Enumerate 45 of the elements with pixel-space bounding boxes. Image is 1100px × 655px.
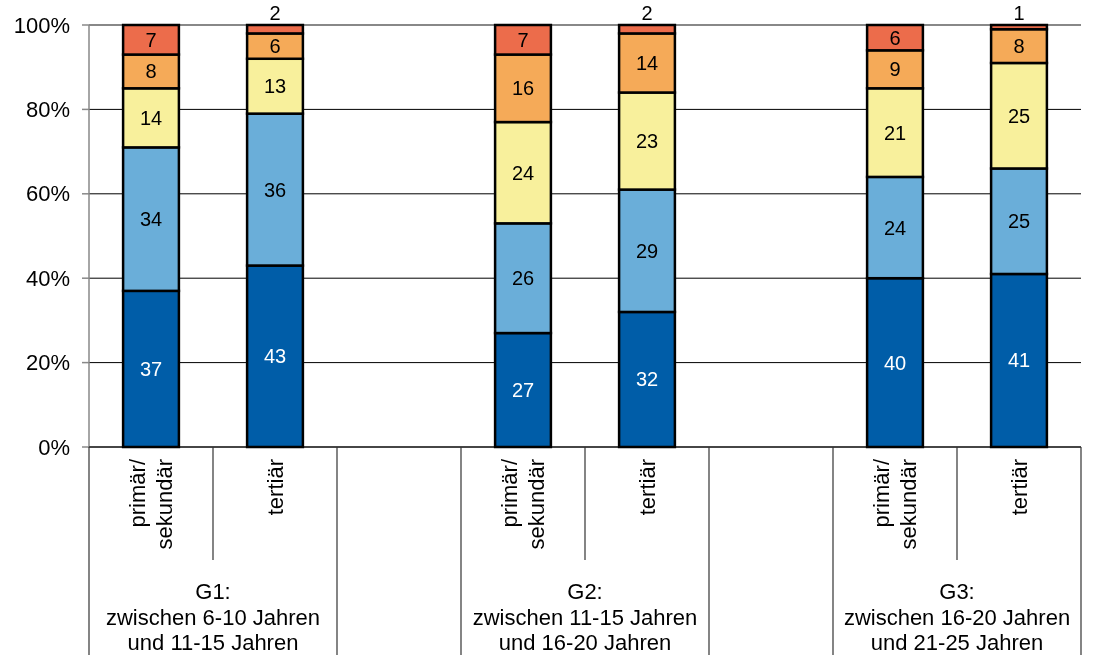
data-label: 7 (145, 28, 157, 51)
x-tick-label: tertiär (262, 459, 288, 516)
data-label: 29 (635, 239, 659, 262)
data-label: 8 (1013, 35, 1025, 58)
y-tick-label: 20% (25, 350, 70, 376)
data-label: 40 (883, 351, 907, 374)
data-label: 16 (511, 77, 535, 100)
x-tick-label: tertiär (1006, 459, 1032, 516)
data-label: 23 (635, 130, 659, 153)
text: G2: zwischen 11-15 Jahren und 16-20 Jahren (472, 579, 698, 655)
data-label: 32 (635, 368, 659, 391)
data-label: 14 (635, 51, 659, 74)
data-label: 34 (139, 208, 163, 231)
data-label: 6 (269, 35, 281, 58)
data-label: 21 (883, 121, 907, 144)
text: G3: zwischen 16-20 Jahren und 21-25 Jahren (843, 579, 1071, 655)
y-tick-label: 40% (25, 265, 70, 291)
data-label: 14 (139, 106, 163, 129)
data-label: 26 (511, 267, 535, 290)
data-label: 13 (263, 75, 287, 98)
y-tick-label: 100% (13, 12, 70, 38)
data-label: 9 (889, 58, 901, 81)
y-tick-label: 60% (25, 181, 70, 207)
data-label: 2 (641, 2, 653, 24)
x-tick-label: primär/ sekundär (497, 458, 550, 550)
data-label: 7 (517, 28, 529, 51)
data-label: 6 (889, 26, 901, 49)
data-label: 25 (1007, 210, 1031, 233)
data-label: 1 (1013, 2, 1025, 24)
x-tick-label: primär/ sekundär (869, 458, 922, 550)
data-label: 2 (269, 2, 281, 24)
data-label: 24 (883, 216, 907, 239)
data-label: 24 (511, 161, 535, 184)
text: G1: zwischen 6-10 Jahren und 11-15 Jahren (105, 579, 321, 655)
x-tick-label: primär/ sekundär (125, 458, 178, 550)
data-label: 37 (139, 357, 163, 380)
data-label: 25 (1007, 104, 1031, 127)
data-label: 27 (511, 379, 535, 402)
x-tick-label: tertiär (634, 459, 660, 516)
y-tick-label: 80% (25, 96, 70, 122)
data-label: 43 (263, 345, 287, 368)
data-label: 8 (145, 60, 157, 83)
data-label: 36 (263, 178, 287, 201)
y-tick-label: 0% (38, 434, 70, 460)
data-label: 41 (1007, 349, 1031, 372)
